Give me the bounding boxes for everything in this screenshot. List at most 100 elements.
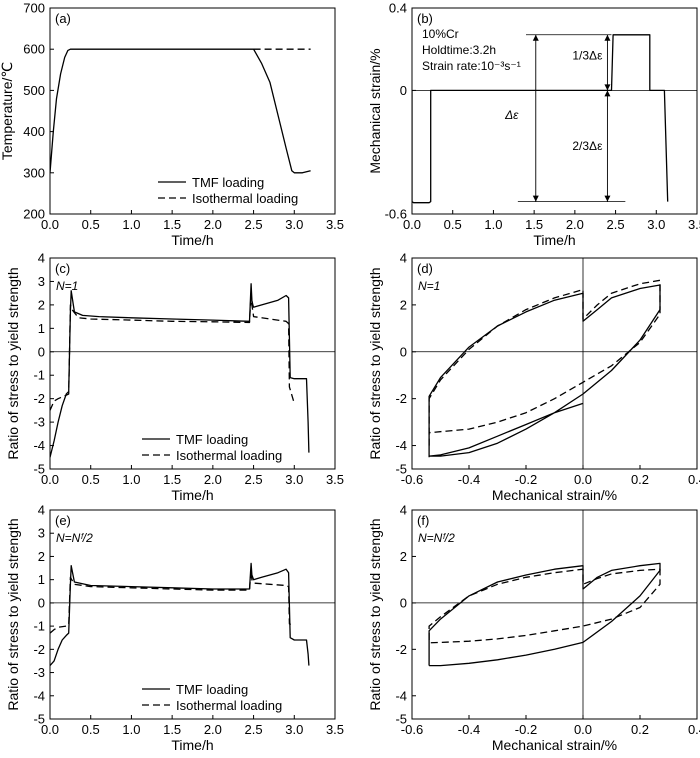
x-tick-label: 3.0 bbox=[285, 472, 303, 487]
y-tick-label: -4 bbox=[33, 688, 45, 703]
legend-label: Isothermal loading bbox=[176, 448, 282, 463]
cycle-label: N=1 bbox=[418, 279, 440, 293]
x-tick-label: 3.5 bbox=[326, 472, 344, 487]
y-tick-label: -5 bbox=[33, 712, 45, 727]
y-tick-label: 2 bbox=[400, 549, 407, 564]
y-tick-label: -2 bbox=[33, 642, 45, 657]
cycle-label: N=Nᶠ/2 bbox=[418, 531, 455, 545]
x-tick-label: 0.0 bbox=[41, 217, 59, 232]
x-tick-label: 1.0 bbox=[122, 472, 140, 487]
x-axis-title: Mechanical strain/% bbox=[492, 737, 617, 753]
legend-label: Isothermal loading bbox=[192, 191, 298, 206]
y-tick-label: 600 bbox=[23, 42, 45, 57]
x-tick-label: -0.6 bbox=[401, 472, 423, 487]
y-tick-label: -2 bbox=[395, 391, 407, 406]
y-tick-label: -5 bbox=[395, 462, 407, 477]
annotation-strain-rate: Strain rate:10⁻³s⁻¹ bbox=[422, 59, 521, 73]
y-tick-label: 1 bbox=[38, 572, 45, 587]
y-tick-label: 500 bbox=[23, 83, 45, 98]
panel-label: (e) bbox=[55, 513, 71, 528]
y-tick-label: 4 bbox=[38, 251, 45, 266]
x-tick-label: 2.0 bbox=[566, 217, 584, 232]
panel-label: (c) bbox=[55, 261, 70, 276]
y-tick-label: 3 bbox=[38, 274, 45, 289]
x-tick-label: 0.0 bbox=[574, 472, 592, 487]
series-line-isothermal-loading bbox=[50, 292, 295, 411]
y-tick-label: -4 bbox=[395, 438, 407, 453]
annotation-material: 10%Cr bbox=[422, 27, 459, 41]
panel-label: (f) bbox=[417, 513, 429, 528]
x-tick-label: 3.0 bbox=[285, 217, 303, 232]
y-axis-title: Ratio of stress to yield strength bbox=[5, 518, 21, 710]
y-tick-label: -1 bbox=[33, 619, 45, 634]
x-tick-label: 1.0 bbox=[122, 722, 140, 737]
panel-e: 0.0 0.5 1.0 1.5 2.0 2.5 3.0 3.5 -5 -4 -3 -2 -1 0 1 2 3 4 T… bbox=[5, 503, 344, 754]
x-tick-label: 2.5 bbox=[607, 217, 625, 232]
panel-label: (a) bbox=[55, 11, 71, 26]
annotation-two-thirds: 2/3Δε bbox=[572, 139, 603, 153]
legend-label: Isothermal loading bbox=[176, 698, 282, 713]
legend-label: TMF loading bbox=[176, 682, 248, 697]
x-axis-title: Time/h bbox=[533, 232, 575, 248]
x-tick-label: 2.0 bbox=[204, 217, 222, 232]
panel-a: 0.0 0.5 1.0 1.5 2.0 2.5 3.0 3.5 200 300 400 500 600 7… bbox=[0, 1, 344, 249]
annotation-delta: Δε bbox=[504, 108, 519, 122]
plot-frame bbox=[49, 509, 336, 720]
y-axis-title: Temperature/℃ bbox=[0, 62, 15, 160]
x-tick-label: 0.5 bbox=[444, 217, 462, 232]
y-tick-label: 700 bbox=[23, 1, 45, 16]
y-axis-title: Mechanical strain/% bbox=[367, 48, 383, 173]
y-tick-label: -4 bbox=[33, 438, 45, 453]
x-tick-label: 2.5 bbox=[245, 722, 263, 737]
y-tick-label: -3 bbox=[33, 415, 45, 430]
x-tick-label: 3.0 bbox=[285, 722, 303, 737]
panel-label: (d) bbox=[417, 261, 433, 276]
x-tick-label: -0.2 bbox=[515, 722, 537, 737]
x-tick-label: 3.0 bbox=[647, 217, 665, 232]
y-tick-label: 4 bbox=[38, 503, 45, 518]
plot-frame bbox=[411, 257, 698, 470]
y-tick-label: 2 bbox=[38, 297, 45, 312]
y-tick-label: -5 bbox=[395, 712, 407, 727]
x-axis-title: Mechanical strain/% bbox=[492, 487, 617, 503]
two-thirds-arrow-arrowhead-top bbox=[604, 90, 611, 97]
y-axis-title: Ratio of stress to yield strength bbox=[5, 267, 21, 459]
legend-label: TMF loading bbox=[176, 432, 248, 447]
x-tick-label: 3.5 bbox=[326, 722, 344, 737]
y-axis-title: Ratio of stress to yield strength bbox=[367, 267, 383, 459]
x-tick-label: -0.4 bbox=[458, 722, 480, 737]
legend-label: TMF loading bbox=[192, 175, 264, 190]
x-tick-label: 0.0 bbox=[41, 722, 59, 737]
delta-arrow-arrowhead-bottom bbox=[532, 195, 539, 202]
x-tick-label: 2.5 bbox=[245, 472, 263, 487]
y-tick-label: -2 bbox=[33, 391, 45, 406]
x-tick-label: 0.5 bbox=[82, 217, 100, 232]
annotation-holdtime: Holdtime:3.2h bbox=[422, 43, 496, 57]
x-tick-label: 1.5 bbox=[163, 217, 181, 232]
x-axis-title: Time/h bbox=[171, 737, 213, 753]
y-axis-title: Ratio of stress to yield strength bbox=[367, 518, 383, 710]
cycle-label: N=1 bbox=[56, 279, 78, 293]
x-axis-title: Time/h bbox=[171, 487, 213, 503]
y-tick-label: 0 bbox=[400, 595, 407, 610]
series-line-isothermal-loading bbox=[428, 279, 661, 446]
x-tick-label: 1.5 bbox=[525, 217, 543, 232]
plot-frame bbox=[49, 257, 336, 470]
x-tick-label: 1.0 bbox=[122, 217, 140, 232]
x-tick-label: 3.5 bbox=[688, 217, 700, 232]
y-tick-label: 4 bbox=[400, 503, 407, 518]
y-tick-label: -5 bbox=[33, 462, 45, 477]
plot-frame bbox=[411, 509, 698, 720]
y-tick-label: 200 bbox=[23, 207, 45, 222]
x-tick-label: 0.4 bbox=[688, 472, 700, 487]
series-line-tmf-loading bbox=[50, 48, 311, 174]
x-tick-label: 0.0 bbox=[403, 217, 421, 232]
x-tick-label: 2.0 bbox=[204, 722, 222, 737]
series-line-tmf-loading bbox=[428, 284, 661, 458]
y-tick-label: -1 bbox=[33, 368, 45, 383]
panel-label: (b) bbox=[417, 11, 433, 26]
plot-frame bbox=[49, 7, 336, 215]
y-tick-label: 2 bbox=[38, 549, 45, 564]
x-axis-title: Time/h bbox=[171, 232, 213, 248]
